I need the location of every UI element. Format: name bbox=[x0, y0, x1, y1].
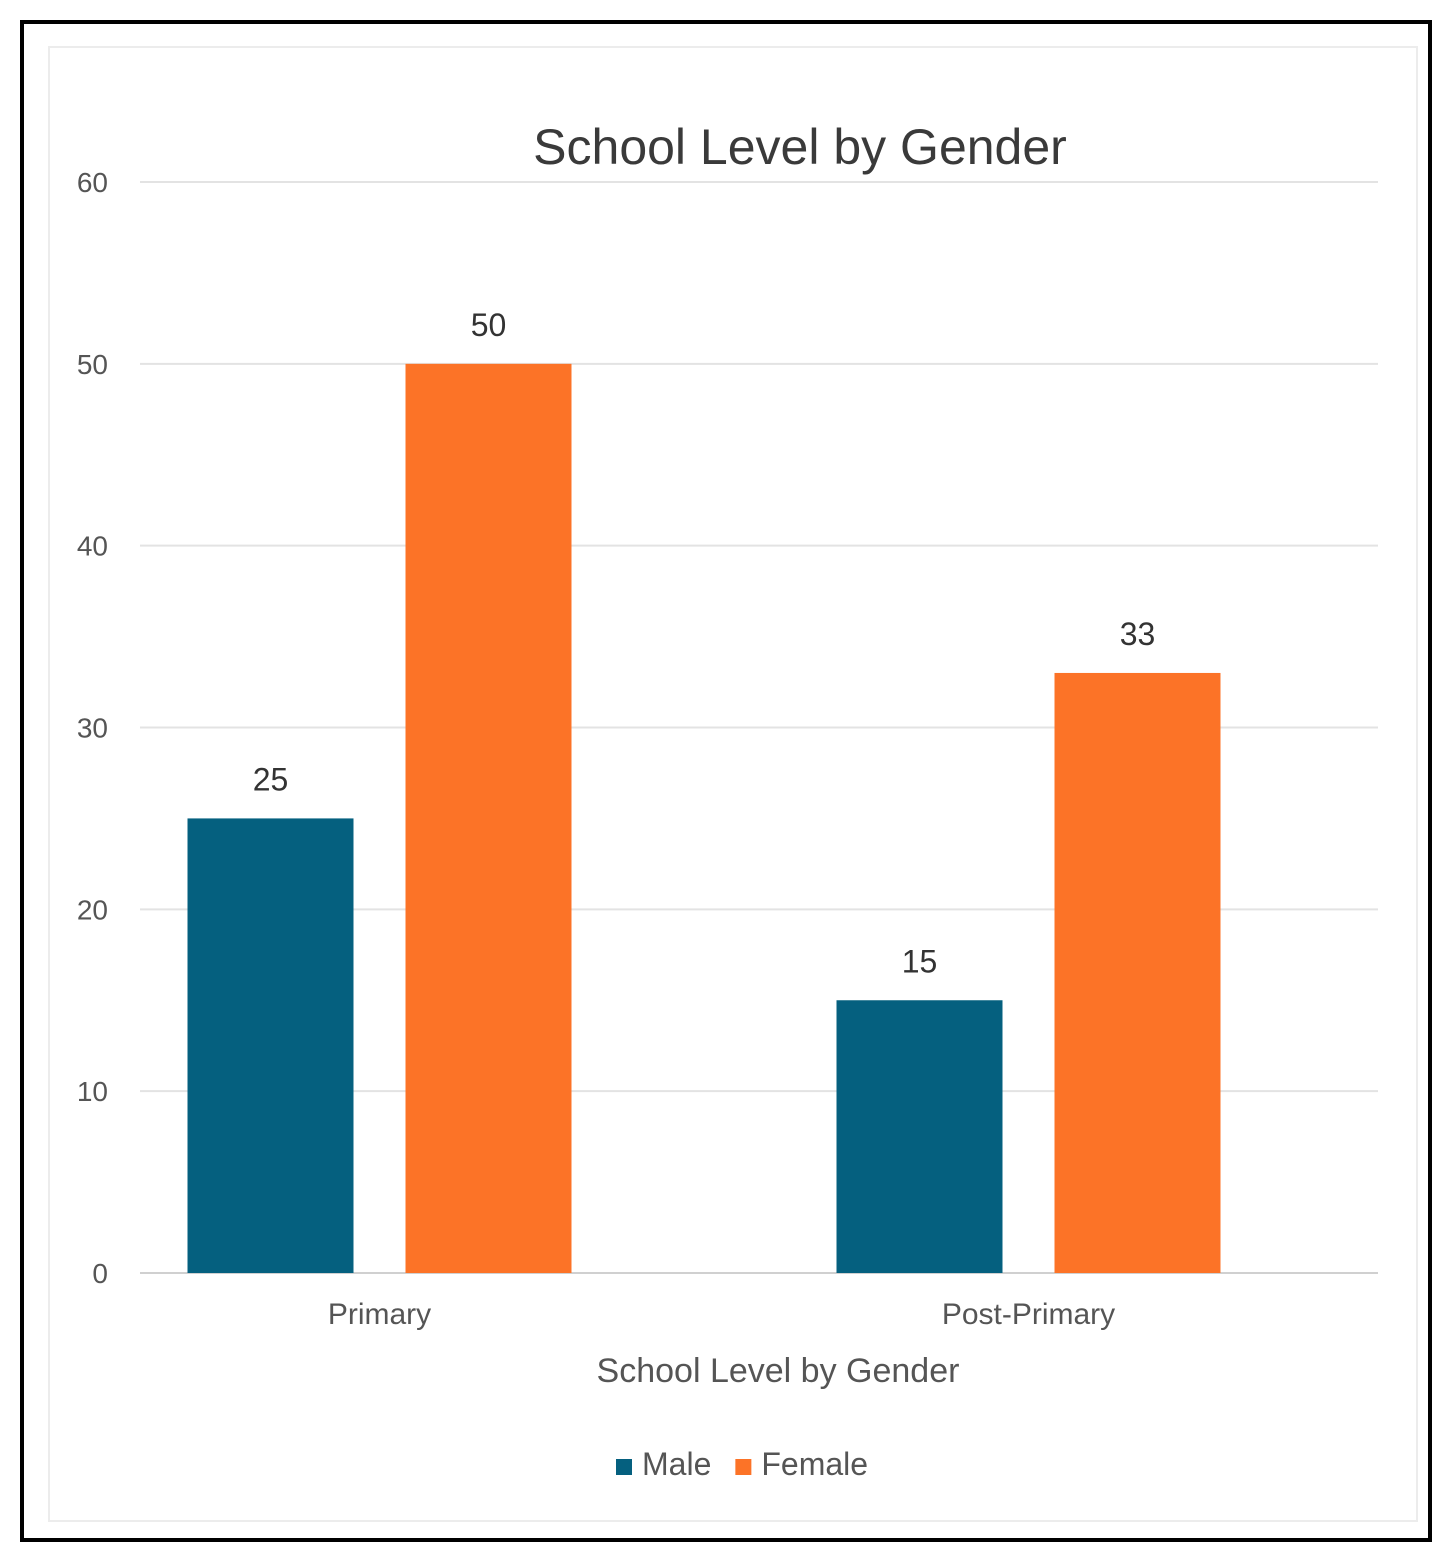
y-tick-label-30: 30 bbox=[77, 713, 108, 744]
data-labels: 25 50 15 33 bbox=[253, 307, 1156, 979]
legend-swatch-female bbox=[735, 1459, 752, 1475]
y-tick-label-60: 60 bbox=[77, 167, 108, 198]
y-tick-label-50: 50 bbox=[77, 349, 108, 380]
bar-primary-male bbox=[187, 818, 354, 1273]
data-label-primary-female: 50 bbox=[471, 307, 507, 343]
legend-label-female: Female bbox=[761, 1446, 868, 1482]
bar-post-primary-male bbox=[836, 1000, 1003, 1273]
x-axis-title: School Level by Gender bbox=[597, 1352, 960, 1390]
x-category-post-primary: Post-Primary bbox=[942, 1298, 1115, 1331]
legend-label-male: Male bbox=[642, 1446, 711, 1482]
bar-primary-female bbox=[405, 363, 572, 1273]
x-category-primary: Primary bbox=[328, 1298, 431, 1331]
y-tick-label-0: 0 bbox=[92, 1258, 108, 1289]
data-label-primary-male: 25 bbox=[253, 761, 289, 797]
bar-post-primary-female bbox=[1054, 672, 1221, 1273]
y-axis-ticks: 0 10 20 30 40 50 60 bbox=[77, 167, 108, 1289]
y-tick-label-10: 10 bbox=[77, 1076, 108, 1107]
y-tick-label-40: 40 bbox=[77, 531, 108, 562]
y-tick-label-20: 20 bbox=[77, 894, 108, 925]
legend: Male Female bbox=[616, 1446, 868, 1482]
data-label-post-primary-female: 33 bbox=[1120, 616, 1156, 652]
legend-swatch-male bbox=[616, 1459, 632, 1475]
x-axis-categories: Primary Post-Primary bbox=[328, 1298, 1115, 1331]
bars bbox=[187, 363, 1221, 1273]
data-label-post-primary-male: 15 bbox=[902, 943, 938, 979]
chart-title: School Level by Gender bbox=[533, 119, 1067, 175]
